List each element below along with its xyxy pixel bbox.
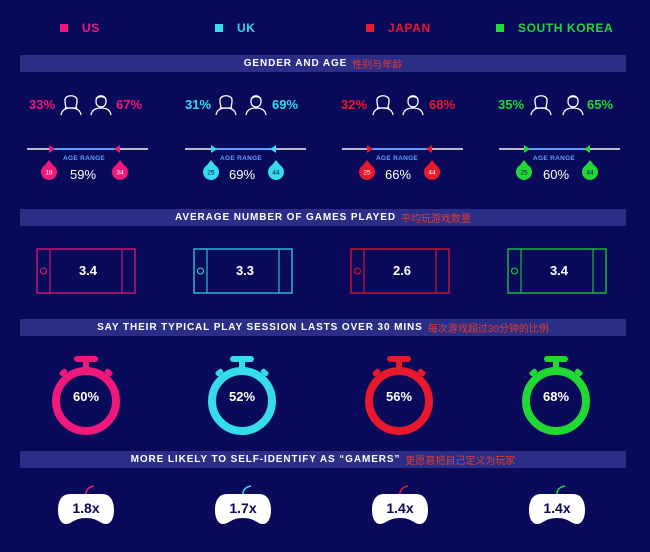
- female-pct-japan: 32%: [341, 97, 368, 112]
- age-range-pct-japan: 66%: [385, 167, 412, 182]
- session-pct-us: 60%: [72, 389, 100, 404]
- section-title-play-session: SAY THEIR TYPICAL PLAY SESSION LASTS OVE…: [97, 322, 423, 333]
- legend-label-south-korea: SOUTH KOREA: [518, 21, 614, 35]
- age-range-label-south-korea: AGE RANGE: [533, 155, 576, 162]
- games-played-japan: 2.6: [392, 263, 412, 278]
- game-controller-icon: [372, 485, 428, 524]
- game-controller-icon: [58, 485, 114, 524]
- female-pct-uk: 31%: [185, 97, 212, 112]
- section-title-gamers: MORE LIKELY TO SELF-IDENTIFY AS “GAMERS”: [130, 454, 401, 465]
- age-range-slider-japan: 25 44: [342, 145, 463, 180]
- legend-label-us: US: [82, 21, 100, 35]
- section-band-gamers: MORE LIKELY TO SELF-IDENTIFY AS “GAMERS”…: [20, 451, 626, 468]
- legend-swatch-japan: [366, 24, 374, 32]
- section-band-play-session: SAY THEIR TYPICAL PLAY SESSION LASTS OVE…: [20, 319, 626, 336]
- female-pct-south-korea: 35%: [498, 97, 525, 112]
- stopwatch-icon: [522, 356, 590, 435]
- phone-icon: [507, 248, 607, 294]
- age-max-us: 34: [116, 170, 124, 177]
- section-title-games-played-zh: 平均玩游戏数量: [400, 214, 471, 225]
- age-min-south-korea: 25: [520, 170, 528, 177]
- legend-item-japan: JAPAN: [366, 18, 431, 38]
- age-max-south-korea: 44: [586, 170, 594, 177]
- session-pct-uk: 52%: [228, 389, 256, 404]
- section-title-games-played: AVERAGE NUMBER OF GAMES PLAYED: [175, 212, 396, 223]
- age-range-slider-us: 18 34: [27, 145, 148, 180]
- stopwatch-icon: [365, 356, 433, 435]
- game-controller-icon: [215, 485, 271, 524]
- gamer-multiplier-us: 1.8x: [72, 500, 100, 516]
- age-max-uk: 44: [272, 170, 280, 177]
- legend-item-us: US: [60, 18, 100, 38]
- age-range-label-uk: AGE RANGE: [220, 155, 263, 162]
- gamer-multiplier-japan: 1.4x: [386, 500, 414, 516]
- male-pct-us: 67%: [116, 97, 143, 112]
- female-icon: [60, 95, 82, 116]
- legend-swatch-uk: [215, 24, 223, 32]
- gamer-multiplier-south-korea: 1.4x: [543, 500, 571, 516]
- phone-icon: [350, 248, 450, 294]
- female-icon: [530, 95, 552, 116]
- male-icon: [90, 95, 112, 116]
- legend-item-uk: UK: [215, 18, 256, 38]
- section-title-gender-age-zh: 性别与年龄: [352, 60, 403, 71]
- phone-icon: [193, 248, 293, 294]
- section-title-gamers-zh: 更愿意把自己定义为玩家: [405, 456, 516, 467]
- age-range-pct-us: 59%: [70, 167, 97, 182]
- female-pct-us: 33%: [29, 97, 56, 112]
- gamer-multiplier-uk: 1.7x: [229, 500, 257, 516]
- male-icon: [562, 95, 584, 116]
- female-icon: [372, 95, 394, 116]
- male-icon: [402, 95, 424, 116]
- male-pct-japan: 68%: [429, 97, 456, 112]
- age-range-slider-south-korea: 25 44: [499, 145, 620, 180]
- age-min-japan: 25: [363, 170, 371, 177]
- legend-swatch-us: [60, 24, 68, 32]
- session-pct-japan: 56%: [385, 389, 413, 404]
- male-pct-south-korea: 65%: [587, 97, 614, 112]
- age-min-us: 18: [45, 170, 53, 177]
- games-played-uk: 3.3: [235, 263, 255, 278]
- age-min-uk: 25: [207, 170, 215, 177]
- game-controller-icon: [529, 485, 585, 524]
- age-range-pct-uk: 69%: [229, 167, 256, 182]
- age-max-japan: 44: [428, 170, 436, 177]
- legend-swatch-south-korea: [496, 24, 504, 32]
- section-title-play-session-zh: 每次游戏超过30分钟的比例: [427, 324, 549, 335]
- section-title-gender-age: GENDER AND AGE: [243, 58, 348, 69]
- age-range-label-japan: AGE RANGE: [376, 155, 419, 162]
- male-pct-uk: 69%: [272, 97, 299, 112]
- female-icon: [215, 95, 237, 116]
- session-pct-south-korea: 68%: [542, 389, 570, 404]
- section-band-gender-age: GENDER AND AGE 性别与年龄: [20, 55, 626, 72]
- games-played-us: 3.4: [78, 263, 98, 278]
- stopwatch-icon: [52, 356, 120, 435]
- age-range-pct-south-korea: 60%: [543, 167, 570, 182]
- phone-icon: [36, 248, 136, 294]
- male-icon: [245, 95, 267, 116]
- legend-label-japan: JAPAN: [388, 21, 431, 35]
- games-played-south-korea: 3.4: [549, 263, 569, 278]
- legend-label-uk: UK: [237, 21, 256, 35]
- age-range-label-us: AGE RANGE: [63, 155, 106, 162]
- legend-item-south-korea: SOUTH KOREA: [496, 18, 613, 38]
- stopwatch-icon: [208, 356, 276, 435]
- age-range-slider-uk: 25 44: [185, 145, 306, 180]
- section-band-games-played: AVERAGE NUMBER OF GAMES PLAYED 平均玩游戏数量: [20, 209, 626, 226]
